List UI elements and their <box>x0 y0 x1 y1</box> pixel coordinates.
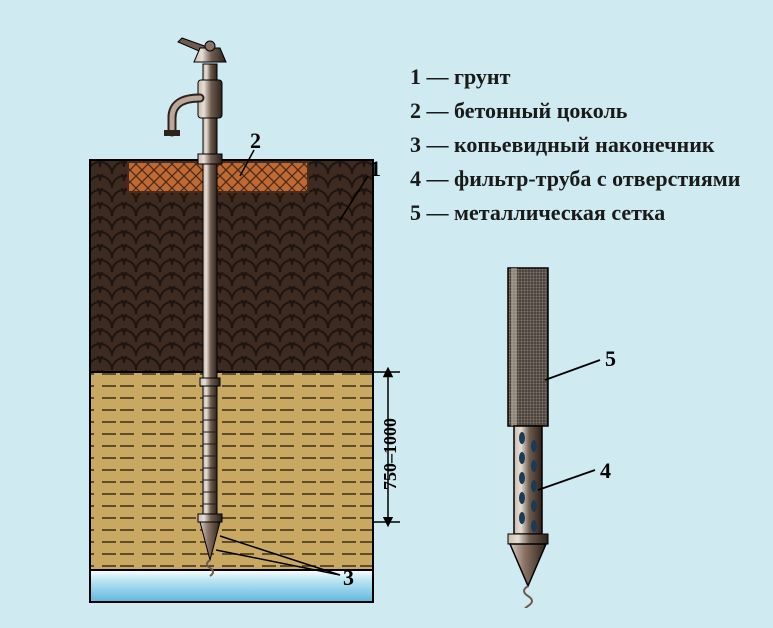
legend-dash: — <box>427 166 449 191</box>
legend-dash: — <box>427 132 449 157</box>
legend-text: фильтр-труба с отверстиями <box>454 166 740 191</box>
legend-text: бетонный цоколь <box>454 98 627 123</box>
legend-num: 4 <box>410 166 421 191</box>
legend: 1 — грунт 2 — бетонный цоколь 3 — копьев… <box>410 60 740 230</box>
water-layer <box>90 570 373 602</box>
detail-filter <box>508 268 548 608</box>
legend-text: грунт <box>454 64 510 89</box>
legend-num: 3 <box>410 132 421 157</box>
legend-num: 1 <box>410 64 421 89</box>
dimension-label: 750–1000 <box>380 418 401 490</box>
legend-row: 4 — фильтр-труба с отверстиями <box>410 162 740 196</box>
legend-row: 2 — бетонный цоколь <box>410 94 740 128</box>
callout-2: 2 <box>250 128 261 154</box>
callout-1: 1 <box>370 156 381 182</box>
legend-num: 5 <box>410 200 421 225</box>
legend-text: металлическая сетка <box>454 200 665 225</box>
legend-row: 1 — грунт <box>410 60 740 94</box>
legend-row: 5 — металлическая сетка <box>410 196 740 230</box>
legend-dash: — <box>427 98 449 123</box>
concrete-plinth <box>128 162 308 192</box>
callout-3: 3 <box>343 565 354 591</box>
legend-num: 2 <box>410 98 421 123</box>
legend-dash: — <box>427 64 449 89</box>
callout-5: 5 <box>605 346 616 372</box>
legend-dash: — <box>427 200 449 225</box>
diagram-stage: 1 — грунт 2 — бетонный цоколь 3 — копьев… <box>40 20 733 608</box>
legend-row: 3 — копьевидный наконечник <box>410 128 740 162</box>
hand-pump <box>164 38 226 164</box>
callout-4: 4 <box>600 458 611 484</box>
legend-text: копьевидный наконечник <box>454 132 715 157</box>
